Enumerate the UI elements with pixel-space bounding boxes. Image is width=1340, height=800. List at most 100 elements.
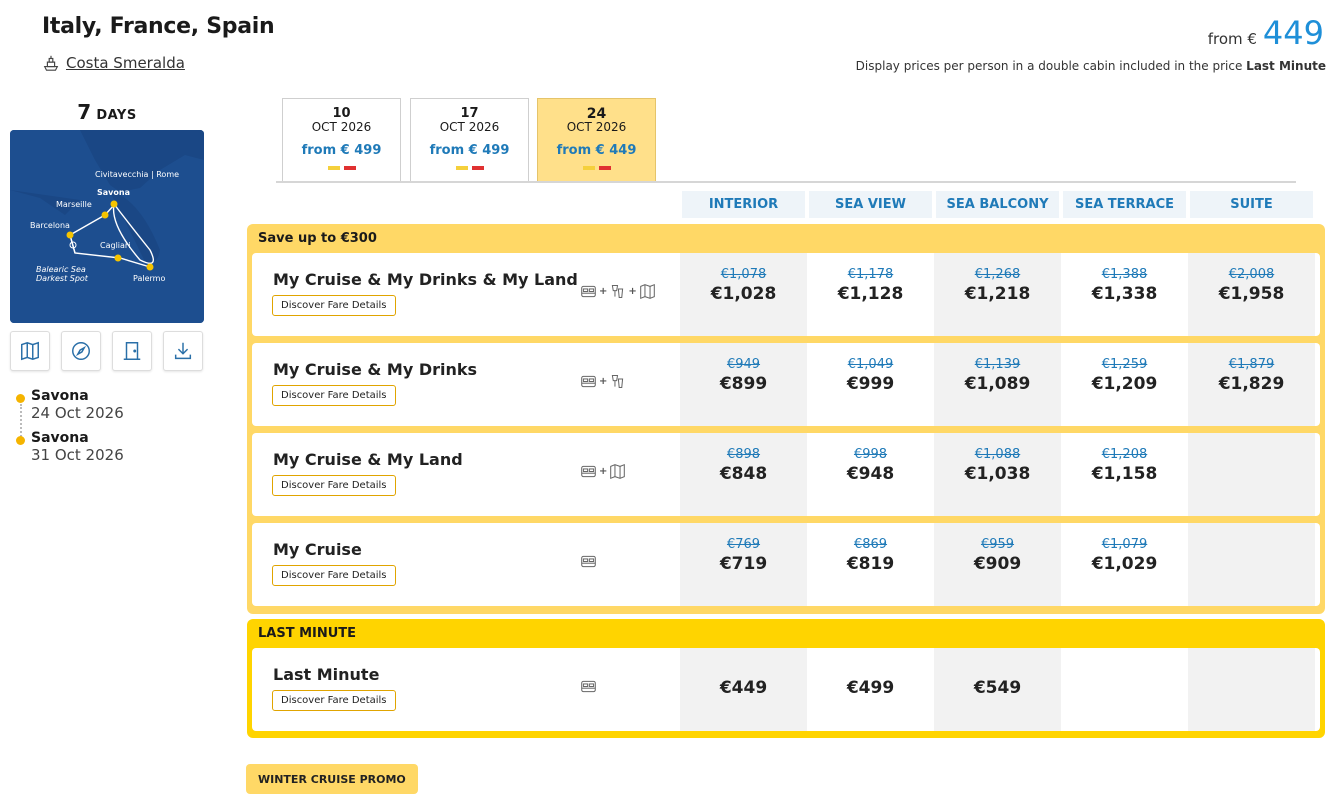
ship-icon — [43, 55, 59, 71]
discover-fare-details-button[interactable]: Discover Fare Details — [272, 690, 396, 711]
discover-fare-details-button[interactable]: Discover Fare Details — [272, 565, 396, 586]
map-label-marseille: Marseille — [56, 200, 92, 209]
tab-day: 10 — [332, 106, 351, 121]
page-title: Italy, France, Spain — [42, 14, 275, 39]
price-cell-interior[interactable]: €769 €719 — [680, 523, 807, 606]
price-cell-suite[interactable]: €1,879 €1,829 — [1188, 343, 1315, 426]
new-price: €1,029 — [1091, 554, 1158, 574]
stop-date: 24 Oct 2026 — [31, 404, 124, 422]
new-price: €999 — [846, 374, 895, 394]
old-price: €1,178 — [847, 267, 894, 282]
door-icon — [123, 342, 141, 360]
door-button[interactable] — [112, 331, 152, 371]
price-cell-sea-view[interactable]: €499 — [807, 648, 934, 731]
discover-fare-details-button[interactable]: Discover Fare Details — [272, 385, 396, 406]
download-button[interactable] — [163, 331, 203, 371]
drinks-icon — [612, 375, 624, 388]
stop-port: Savona — [31, 388, 89, 404]
price-cell-sea-view[interactable]: €869 €819 — [807, 523, 934, 606]
map-label-balearic: Balearic Sea — [36, 265, 86, 274]
drinks-icon — [612, 285, 624, 298]
map-label-darkest: Darkest Spot — [36, 274, 89, 283]
duration-label: DAYS — [96, 108, 137, 123]
map-label-barcelona: Barcelona — [30, 221, 70, 230]
last-minute-group: LAST MINUTE Last Minute Discover Fare De… — [247, 619, 1325, 738]
price-cell-sea-balcony[interactable]: €549 — [934, 648, 1061, 731]
fare-row: My Cruise & My Drinks Discover Fare Deta… — [252, 343, 1320, 426]
stop-port: Savona — [31, 430, 89, 446]
stop-date: 31 Oct 2026 — [31, 446, 124, 464]
new-price: €909 — [973, 554, 1022, 574]
ship-link[interactable]: Costa Smeralda — [42, 54, 185, 72]
price-cell-sea-balcony[interactable]: €1,139 €1,089 — [934, 343, 1061, 426]
old-price: €769 — [726, 537, 761, 552]
route-map[interactable]: Civitavecchia | Rome Savona Marseille Ba… — [10, 130, 204, 323]
price-cell-interior[interactable]: €898 €848 — [680, 433, 807, 516]
price-cell-sea-terrace[interactable]: €1,208 €1,158 — [1061, 433, 1188, 516]
compass-button[interactable] — [61, 331, 101, 371]
bed-icon — [581, 375, 596, 388]
duration: 7 DAYS — [10, 100, 204, 124]
cabin-header-suite: SUITE — [1190, 191, 1313, 218]
price-cell-suite — [1188, 433, 1315, 516]
discover-fare-details-button[interactable]: Discover Fare Details — [272, 475, 396, 496]
map-label-palermo: Palermo — [133, 274, 165, 283]
map-button[interactable] — [10, 331, 50, 371]
from-price: from € 449 — [1208, 14, 1324, 52]
price-cell-interior[interactable]: €1,078 €1,028 — [680, 253, 807, 336]
map-icon — [21, 341, 39, 361]
price-cell-sea-terrace[interactable]: €1,079 €1,029 — [1061, 523, 1188, 606]
fare-icons: + + — [580, 283, 656, 300]
disclaimer-bold: Last Minute — [1246, 59, 1326, 73]
fare-row: My Cruise & My Land Discover Fare Detail… — [252, 433, 1320, 516]
excursion-map-icon — [610, 463, 626, 480]
fare-name: Last Minute — [273, 665, 380, 684]
price-cell-sea-terrace[interactable]: €1,388 €1,338 — [1061, 253, 1188, 336]
tab-month: OCT 2026 — [311, 120, 372, 134]
price-cell-sea-balcony[interactable]: €1,268 €1,218 — [934, 253, 1061, 336]
price-cell-sea-balcony[interactable]: €1,088 €1,038 — [934, 433, 1061, 516]
new-price: €1,089 — [964, 374, 1031, 394]
winter-cruise-promo-button[interactable]: WINTER CRUISE PROMO — [246, 764, 418, 794]
new-price: €1,128 — [837, 284, 904, 304]
price-cell-interior[interactable]: €949 €899 — [680, 343, 807, 426]
price-cell-sea-terrace[interactable]: €1,259 €1,209 — [1061, 343, 1188, 426]
price-cell-sea-balcony[interactable]: €959 €909 — [934, 523, 1061, 606]
date-tab-10-oct[interactable]: 10 OCT 2026 from € 499 — [282, 98, 401, 182]
itinerary-connector — [20, 404, 22, 440]
new-price: €1,829 — [1218, 374, 1285, 394]
date-tab-24-oct[interactable]: 24 OCT 2026 from € 449 — [537, 98, 656, 182]
save-fares-group: Save up to €300 My Cruise & My Drinks & … — [247, 224, 1325, 614]
price-cell-sea-view[interactable]: €998 €948 — [807, 433, 934, 516]
cabin-header-sea-view: SEA VIEW — [809, 191, 932, 218]
old-price: €898 — [726, 447, 761, 462]
cabin-header-sea-balcony: SEA BALCONY — [936, 191, 1059, 218]
price-cell-sea-view[interactable]: €1,049 €999 — [807, 343, 934, 426]
price-cell-suite — [1188, 648, 1315, 731]
excursion-map-icon — [639, 283, 655, 300]
new-price: €1,209 — [1091, 374, 1158, 394]
new-price: €948 — [846, 464, 895, 484]
from-label: from € — [1207, 30, 1257, 48]
new-price: €819 — [846, 554, 895, 574]
compass-icon — [72, 342, 90, 360]
date-tab-17-oct[interactable]: 17 OCT 2026 from € 499 — [410, 98, 529, 182]
price-cell-interior[interactable]: €449 — [680, 648, 807, 731]
route-tools — [10, 331, 203, 371]
new-price: €499 — [846, 678, 895, 698]
price-cell-suite[interactable]: €2,008 €1,958 — [1188, 253, 1315, 336]
price-cell-sea-terrace — [1061, 648, 1188, 731]
tab-price: from € 449 — [556, 143, 637, 158]
new-price: €899 — [719, 374, 768, 394]
discover-fare-details-button[interactable]: Discover Fare Details — [272, 295, 396, 316]
old-price: €1,879 — [1228, 357, 1275, 372]
bed-icon — [581, 555, 596, 568]
price-cell-sea-view[interactable]: €1,178 €1,128 — [807, 253, 934, 336]
itinerary: Savona 24 Oct 2026 Savona 31 Oct 2026 — [16, 388, 124, 472]
old-price: €1,268 — [974, 267, 1021, 282]
cabin-header-interior: INTERIOR — [682, 191, 805, 218]
flag-icon — [283, 166, 400, 170]
new-price: €719 — [719, 554, 768, 574]
tab-month: OCT 2026 — [439, 120, 500, 134]
group-title: LAST MINUTE — [258, 626, 357, 641]
